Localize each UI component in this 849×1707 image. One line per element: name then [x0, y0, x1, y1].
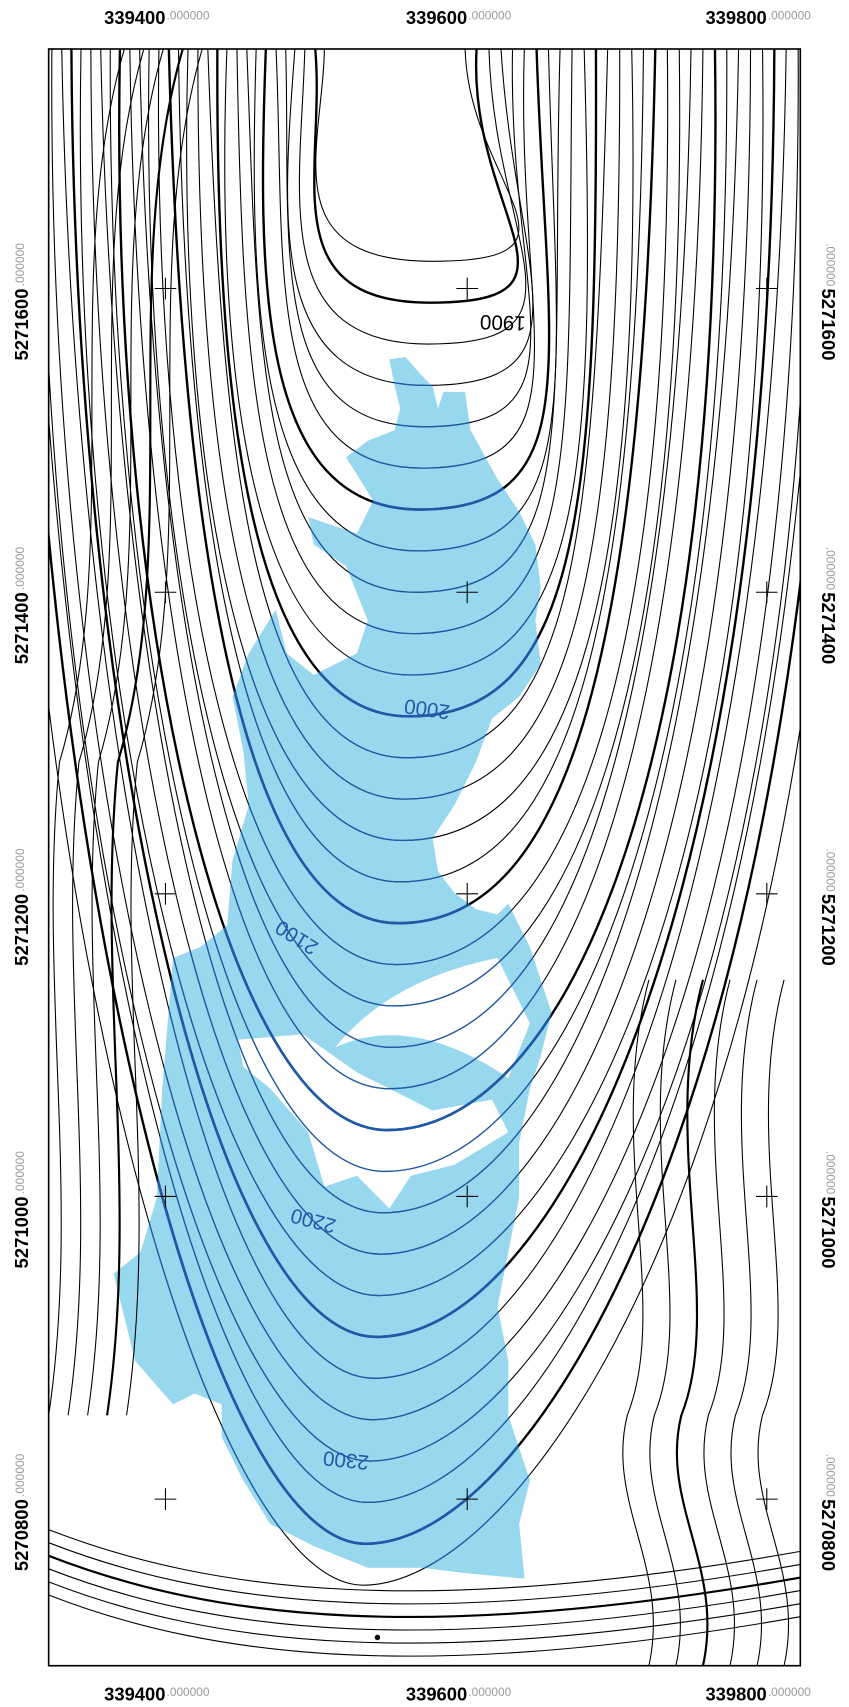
contour-line: [730, 979, 762, 1666]
x-coordinate-label: 339800: [705, 1683, 766, 1704]
y-coordinate-label: 5270800: [11, 1499, 32, 1571]
glacier-contour-line: [253, 357, 552, 552]
y-coordinate-suffix: .000000: [823, 848, 837, 892]
map-frame: [47, 48, 802, 1667]
y-coordinate-suffix: .000000: [823, 1151, 837, 1195]
contour-line: [105, 48, 184, 1416]
y-coordinate-label: 5271000: [818, 1196, 839, 1268]
x-coordinate-label: 339600: [406, 1683, 467, 1704]
x-coordinate-label: 339800: [705, 7, 766, 28]
glacier-contour-line: [245, 357, 552, 593]
y-coordinate-label: 5271200: [11, 894, 32, 966]
y-coordinate-suffix: .000000: [823, 243, 837, 287]
contour-line: [703, 979, 735, 1666]
glacier-contour-line: [113, 357, 552, 1379]
rock-outcrop: [335, 958, 530, 1078]
contour-line: [48, 1542, 801, 1605]
rock-outcrop: [237, 1034, 509, 1209]
x-coordinate-suffix: .000000: [468, 9, 511, 23]
contour-line: [126, 48, 203, 1416]
glacier-contour-line: [113, 357, 552, 1546]
y-coordinate-suffix: .000000: [823, 547, 837, 591]
y-coordinate-suffix: .000000: [13, 1453, 27, 1497]
contour-line: [649, 979, 681, 1666]
y-coordinate-label: 5270800: [818, 1499, 839, 1571]
x-coordinate-suffix: .000000: [468, 1685, 511, 1699]
contour-label: 1900: [480, 310, 526, 335]
x-coordinate-label: 339400: [104, 7, 165, 28]
glacier-contour-line: [275, 357, 536, 469]
contour-line: [313, 48, 520, 304]
contour-line: [48, 1581, 801, 1644]
x-coordinate-label: 339600: [406, 7, 467, 28]
glacier-contour-line: [113, 357, 552, 1421]
y-coordinate-label: 5271600: [818, 289, 839, 361]
glacier: [113, 357, 552, 1579]
glacier-contour-line: [261, 357, 551, 511]
contour-line: [675, 979, 709, 1666]
y-coordinate-label: 5271200: [818, 894, 839, 966]
y-coordinate-label: 5271600: [11, 289, 32, 361]
y-coordinate-label: 5271400: [818, 592, 839, 664]
y-coordinate-label: 5271000: [11, 1196, 32, 1268]
y-coordinate-suffix: .000000: [13, 848, 27, 892]
contour-line: [87, 48, 164, 1416]
y-coordinate-suffix: .000000: [13, 546, 27, 590]
contour-line: [48, 48, 125, 1416]
contour-line: [67, 48, 145, 1416]
contour-line: [48, 1568, 801, 1631]
contour-line: [622, 979, 654, 1666]
contour-line: [757, 979, 789, 1666]
contour-label: 2300: [322, 1446, 370, 1474]
contour-line: [48, 1594, 801, 1657]
glacier-contour-line: [224, 357, 552, 676]
glacier-contour-line: [286, 357, 534, 387]
contour-line: [48, 701, 801, 1586]
contour-line: [48, 1529, 801, 1592]
glacier-contour-line: [236, 357, 552, 635]
coordinate-labels: 339400.000000339400.000000339600.0000003…: [11, 7, 839, 1705]
y-coordinate-suffix: .000000: [823, 1454, 837, 1498]
glacier-contour-line: [113, 357, 552, 1462]
glacier-contour-line: [113, 357, 552, 1504]
x-coordinate-suffix: .000000: [768, 9, 811, 23]
y-coordinate-suffix: .000000: [13, 243, 27, 287]
x-coordinate-suffix: .000000: [768, 1685, 811, 1699]
x-coordinate-suffix: .000000: [167, 9, 210, 23]
x-coordinate-label: 339400: [104, 1683, 165, 1704]
grid-crosses: [154, 277, 778, 1511]
glacier-contour-line: [284, 357, 532, 428]
y-coordinate-suffix: .000000: [13, 1151, 27, 1195]
contour-line: [315, 48, 520, 262]
contour-line: [298, 48, 527, 345]
y-coordinate-label: 5271400: [11, 592, 32, 664]
point-marker: [374, 1634, 381, 1641]
x-coordinate-suffix: .000000: [167, 1685, 210, 1699]
